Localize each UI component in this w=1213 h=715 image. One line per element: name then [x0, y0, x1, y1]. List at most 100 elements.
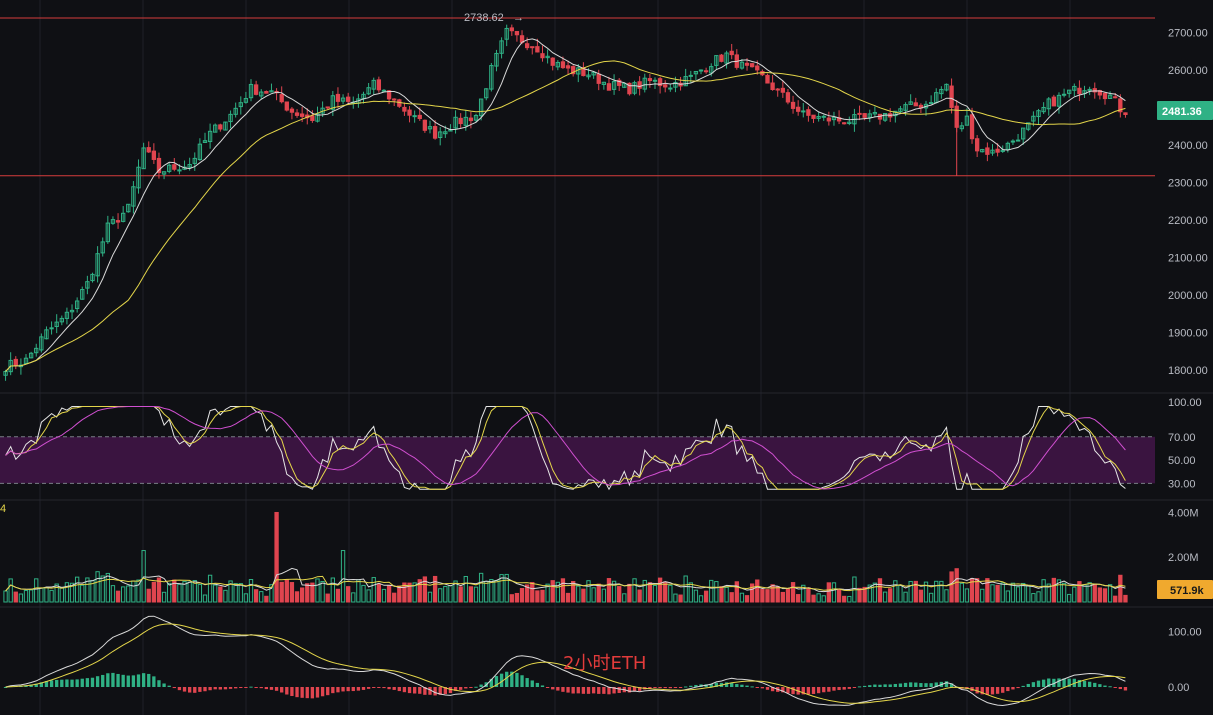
candle-body [974, 138, 980, 152]
candle-body [816, 116, 821, 119]
candle [95, 246, 100, 283]
candle [893, 110, 898, 123]
volume-bar [918, 589, 924, 603]
volume-bar [218, 586, 223, 603]
macd-bar [366, 687, 371, 689]
price-tick-label: 2600.00 [1168, 65, 1208, 77]
candle [44, 326, 49, 340]
macd-bar [505, 671, 509, 687]
volume-bar [796, 594, 801, 603]
candle-body [1046, 98, 1051, 110]
volume-bar [1072, 586, 1077, 603]
candle-body [1005, 142, 1010, 150]
candle [218, 123, 223, 132]
macd-bar [602, 687, 606, 694]
candle [468, 111, 474, 129]
candle [765, 73, 770, 84]
macd-bar [136, 674, 141, 687]
volume-bar [801, 584, 806, 603]
macd-bar [1036, 680, 1041, 687]
macd-panel[interactable] [3, 615, 1128, 707]
macd-bar [459, 687, 463, 690]
volume-bar [882, 591, 888, 603]
macd-histogram [3, 671, 1128, 699]
candle [969, 107, 975, 144]
volume-bar [780, 591, 785, 603]
volume-bar [1097, 587, 1103, 603]
candle [274, 88, 279, 101]
volume-bar [432, 575, 438, 603]
rsi-tick-label: 100.00 [1168, 397, 1202, 409]
volume-bar [167, 582, 172, 603]
candle [340, 94, 346, 105]
candle [484, 88, 489, 101]
macd-bar [878, 684, 882, 687]
macd-bar [95, 676, 100, 687]
candle-body [765, 74, 770, 84]
macd-bar [1113, 687, 1117, 688]
macd-bar [944, 681, 949, 687]
macd-bar [995, 687, 1000, 694]
candle-body [473, 114, 479, 121]
price-panel[interactable] [0, 17, 1155, 381]
candle [601, 81, 607, 90]
candle [146, 141, 151, 153]
candle-body [806, 109, 811, 116]
volume-bar [23, 589, 29, 603]
volume-bar [136, 579, 141, 603]
candle [857, 105, 862, 121]
volume-bar [294, 591, 300, 603]
candle [1061, 88, 1067, 98]
rsi-panel[interactable] [0, 405, 1155, 491]
candle [1051, 94, 1057, 107]
candle-body [831, 116, 837, 121]
candle-body [207, 130, 213, 143]
candle-body [939, 88, 944, 95]
macd-bar [545, 687, 550, 688]
macd-bar [750, 686, 754, 688]
volume-bar [54, 583, 59, 603]
candle-body [223, 121, 228, 131]
macd-bar [903, 682, 908, 687]
volume-bar [100, 575, 105, 603]
volume-tick-label: 2.00M [1168, 552, 1199, 564]
candle [714, 55, 719, 70]
volume-bar [990, 584, 995, 603]
candle-body [959, 125, 964, 130]
volume-panel[interactable] [3, 511, 1128, 603]
macd-bar [949, 683, 954, 687]
rsi-mid-line [5, 405, 1126, 490]
candle-body [100, 241, 105, 254]
candle [724, 50, 729, 69]
price-tick-label: 2000.00 [1168, 290, 1208, 302]
candle [494, 49, 499, 72]
volume-bar [693, 589, 699, 603]
candle-body [44, 329, 49, 340]
volume-bar [156, 577, 162, 603]
volume-bar [663, 581, 668, 603]
candle [944, 83, 949, 92]
volume-bar [652, 585, 658, 603]
macd-bar [1118, 687, 1122, 690]
volume-bar [126, 585, 131, 603]
volume-bar [847, 595, 852, 603]
candle [622, 82, 627, 89]
macd-bar [356, 687, 361, 691]
candlestick-series [3, 24, 1128, 381]
candle-body [514, 31, 520, 36]
candle-body [663, 84, 668, 88]
candle-body [1061, 93, 1067, 96]
candle-body [632, 82, 637, 94]
macd-bar [627, 687, 632, 693]
candle-body [74, 300, 80, 310]
macd-bar [407, 687, 412, 694]
macd-bar [724, 682, 729, 687]
macd-bar [535, 682, 540, 687]
candle [632, 80, 637, 96]
macd-bar [765, 687, 770, 690]
rsi-slow-line [5, 406, 1126, 490]
candle-body [775, 88, 780, 91]
candle [18, 358, 24, 375]
volume-bar [80, 584, 85, 603]
